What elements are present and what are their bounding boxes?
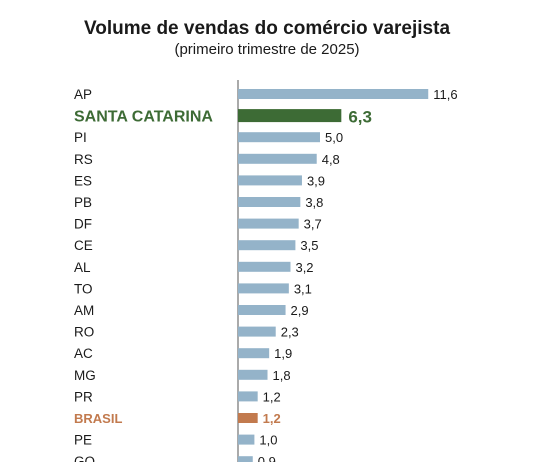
bar [238, 153, 317, 164]
bar [238, 132, 320, 143]
bar [238, 218, 299, 229]
category-label: AM [74, 303, 94, 318]
value-label: 1,0 [259, 433, 277, 448]
category-label: CE [74, 238, 93, 253]
bar [238, 456, 253, 462]
chart-title: Volume de vendas do comércio varejista [83, 18, 451, 39]
value-label: 3,1 [294, 281, 312, 296]
bar [238, 305, 286, 315]
category-label: DF [74, 217, 92, 232]
category-label: AL [74, 260, 91, 275]
bar [238, 109, 342, 123]
value-label: 1,9 [274, 346, 292, 361]
value-label: 5,0 [325, 130, 343, 145]
value-label: 3,8 [305, 195, 323, 210]
bar [238, 348, 270, 359]
bar [238, 326, 276, 337]
value-label: 3,9 [307, 173, 325, 188]
category-label: BRASIL [74, 411, 122, 426]
category-label: SANTA CATARINA [74, 109, 213, 126]
chart-subtitle: (primeiro trimestre de 2025) [174, 41, 360, 58]
bar [238, 434, 255, 445]
category-label: ES [74, 173, 92, 188]
value-label: 11,6 [433, 87, 457, 102]
bar [238, 89, 429, 99]
value-label: 1,8 [273, 368, 291, 383]
bar [238, 283, 289, 294]
value-label: 4,8 [322, 152, 340, 167]
value-label: 3,5 [300, 238, 318, 253]
category-label: PB [74, 195, 92, 210]
bar [238, 175, 302, 186]
value-label: 3,2 [295, 260, 313, 275]
category-label: AC [74, 346, 93, 361]
bar [238, 413, 258, 423]
bar [238, 391, 258, 402]
category-label: PR [74, 389, 93, 404]
bar [238, 261, 291, 272]
category-label: RO [74, 325, 94, 340]
category-label: GO [74, 454, 95, 462]
bar [238, 197, 301, 207]
category-label: PE [74, 433, 92, 448]
bar [238, 240, 296, 251]
category-label: MG [74, 368, 96, 383]
value-label: 2,3 [281, 325, 299, 340]
value-label: 1,2 [263, 411, 281, 426]
value-label: 2,9 [291, 303, 309, 318]
bar [238, 369, 268, 380]
category-label: TO [74, 281, 93, 296]
value-label: 3,7 [304, 217, 322, 232]
category-label: AP [74, 87, 92, 102]
value-label: 1,2 [263, 389, 281, 404]
value-label: 6,3 [348, 108, 372, 127]
category-label: RS [74, 152, 93, 167]
category-label: PI [74, 130, 87, 145]
value-label: 0,9 [258, 454, 276, 462]
